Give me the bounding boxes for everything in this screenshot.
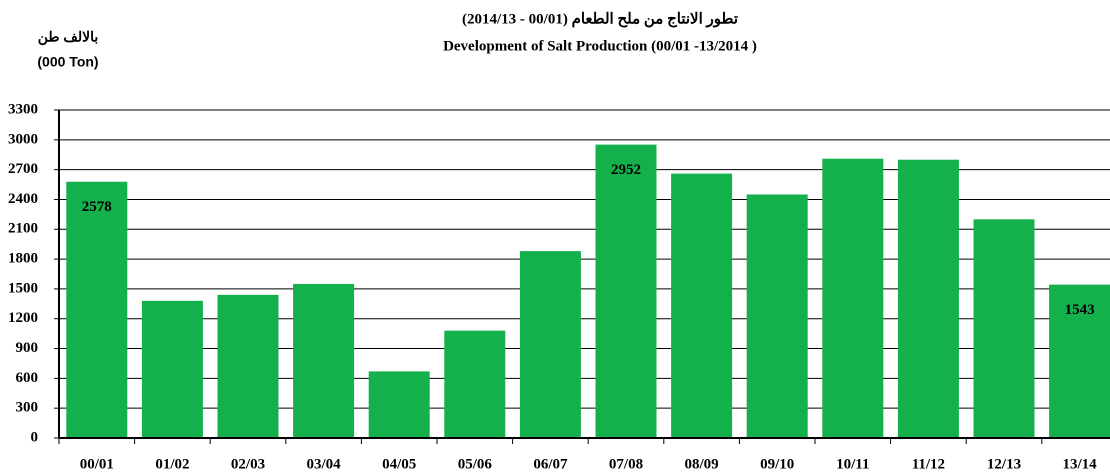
chart-title: تطور الانتاج من ملح الطعام (00/01 - 2014… bbox=[462, 11, 738, 27]
bar bbox=[822, 158, 884, 438]
y-axis-title: بالالف طن bbox=[38, 29, 99, 46]
value-label: 1543 bbox=[1065, 302, 1095, 318]
bar bbox=[444, 330, 506, 438]
y-tick-label: 2400 bbox=[8, 191, 38, 207]
y-tick-label: 3300 bbox=[8, 101, 38, 117]
x-tick-label: 03/04 bbox=[307, 456, 342, 472]
x-tick-label: 00/01 bbox=[80, 456, 114, 472]
y-tick-label: 2100 bbox=[8, 221, 38, 237]
x-tick-label: 12/13 bbox=[987, 456, 1021, 472]
y-tick-label: 3000 bbox=[8, 131, 38, 147]
y-tick-label: 600 bbox=[16, 370, 39, 386]
bar bbox=[217, 294, 279, 438]
x-tick-label: 06/07 bbox=[533, 456, 568, 472]
value-label: 2578 bbox=[82, 199, 112, 215]
y-tick-label: 1200 bbox=[8, 310, 38, 326]
value-label: 2952 bbox=[611, 162, 641, 178]
x-tick-label: 05/06 bbox=[458, 456, 493, 472]
bar bbox=[595, 144, 657, 438]
x-tick-label: 11/12 bbox=[912, 456, 945, 472]
bar bbox=[1049, 284, 1110, 438]
y-tick-label: 1500 bbox=[8, 280, 38, 296]
y-tick-label: 2700 bbox=[8, 161, 38, 177]
y-tick-label: 0 bbox=[31, 429, 39, 445]
bar bbox=[746, 194, 808, 438]
y-tick-label: 300 bbox=[16, 400, 39, 416]
x-tick-label: 08/09 bbox=[685, 456, 719, 472]
bar bbox=[368, 371, 430, 438]
x-tick-label: 09/10 bbox=[760, 456, 794, 472]
bar bbox=[293, 283, 355, 438]
x-tick-label: 01/02 bbox=[155, 456, 189, 472]
bar bbox=[66, 181, 128, 438]
y-tick-label: 1800 bbox=[8, 251, 38, 267]
x-tick-label: 13/14 bbox=[1063, 456, 1098, 472]
y-axis-title: (000 Ton) bbox=[37, 54, 98, 70]
bar bbox=[897, 159, 959, 439]
x-tick-label: 04/05 bbox=[382, 456, 416, 472]
bar bbox=[671, 173, 733, 438]
x-tick-label: 07/08 bbox=[609, 456, 643, 472]
chart-subtitle: Development of Salt Production (00/01 -1… bbox=[443, 38, 757, 54]
bar bbox=[973, 219, 1035, 438]
x-tick-label: 10/11 bbox=[836, 456, 869, 472]
bar bbox=[519, 251, 581, 438]
bar bbox=[141, 300, 203, 438]
x-tick-label: 02/03 bbox=[231, 456, 265, 472]
y-tick-label: 900 bbox=[16, 340, 39, 356]
